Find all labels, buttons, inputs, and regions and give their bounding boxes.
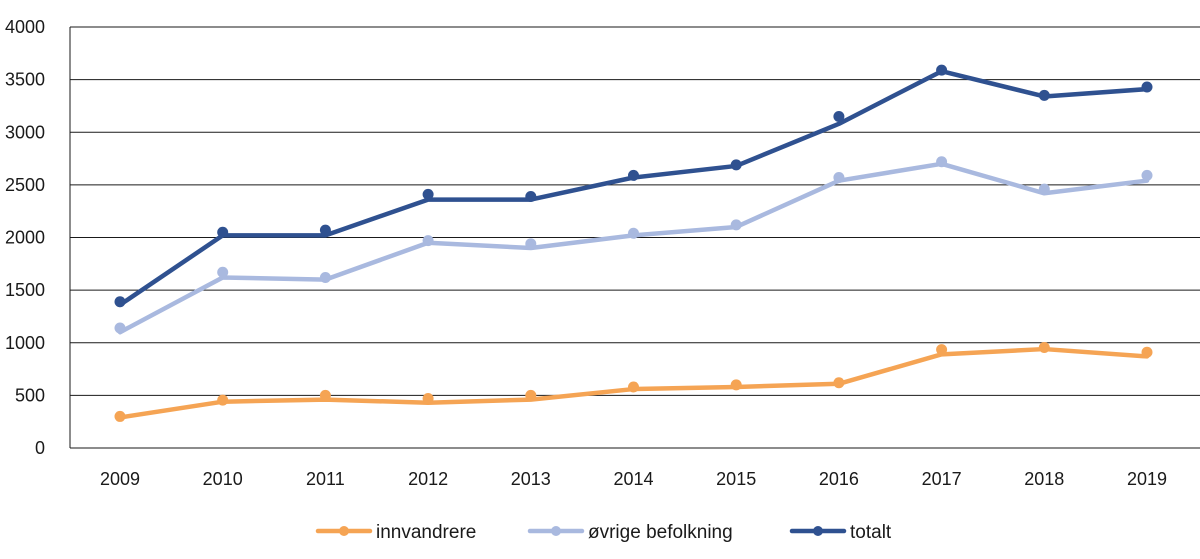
x-tick-label: 2009 [100,469,140,489]
data-point [628,227,639,239]
data-point [936,344,948,356]
data-point [319,224,331,236]
x-tick-label: 2015 [716,469,756,489]
data-point [1038,89,1050,101]
data-point [833,172,845,184]
data-point [1038,341,1050,353]
data-point [1038,183,1050,195]
data-point [217,266,229,278]
data-point [936,156,948,168]
legend-label: innvandrere [376,522,476,543]
data-point [936,64,948,76]
data-point [422,235,434,247]
y-tick-label: 2000 [5,228,45,248]
data-point [319,389,331,401]
data-point [833,110,845,122]
data-point [1141,169,1153,181]
data-point [525,389,537,401]
data-point [525,190,537,202]
legend-label: totalt [850,522,892,543]
y-tick-label: 0 [35,438,45,458]
data-point [628,169,639,181]
x-tick-label: 2017 [922,469,962,489]
x-tick-label: 2011 [306,469,345,489]
series-line-1 [117,161,1150,335]
x-tick-label: 2014 [613,469,653,489]
y-tick-label: 2500 [5,175,45,195]
data-point [1141,81,1153,93]
data-point [217,394,229,406]
y-tick-label: 1000 [5,333,45,353]
data-point [319,271,331,283]
data-point [114,322,126,334]
x-tick-label: 2010 [203,469,243,489]
y-tick-label: 1500 [5,280,45,300]
x-tick-label: 2019 [1127,469,1167,489]
x-tick-label: 2013 [511,469,551,489]
legend-marker-2 [813,526,823,536]
data-point [730,379,742,391]
series-line-2 [117,68,1150,308]
data-point [217,226,229,238]
y-tick-label: 500 [15,385,45,405]
data-point [833,377,845,389]
legend-marker-0 [339,526,349,536]
y-tick-label: 4000 [5,17,45,37]
data-point [525,238,537,250]
data-point [1141,346,1153,358]
x-tick-label: 2018 [1024,469,1064,489]
legend-label: øvrige befolkning [588,522,733,543]
data-point [114,296,126,308]
x-tick-label: 2012 [408,469,448,489]
data-point [422,393,434,405]
x-tick-label: 2016 [819,469,859,489]
data-point [114,410,126,422]
data-point [730,219,742,231]
data-point [730,159,742,171]
data-point [628,381,639,393]
y-tick-label: 3500 [5,70,45,90]
legend-marker-1 [551,526,561,536]
y-tick-label: 3000 [5,122,45,142]
data-point [422,188,434,200]
